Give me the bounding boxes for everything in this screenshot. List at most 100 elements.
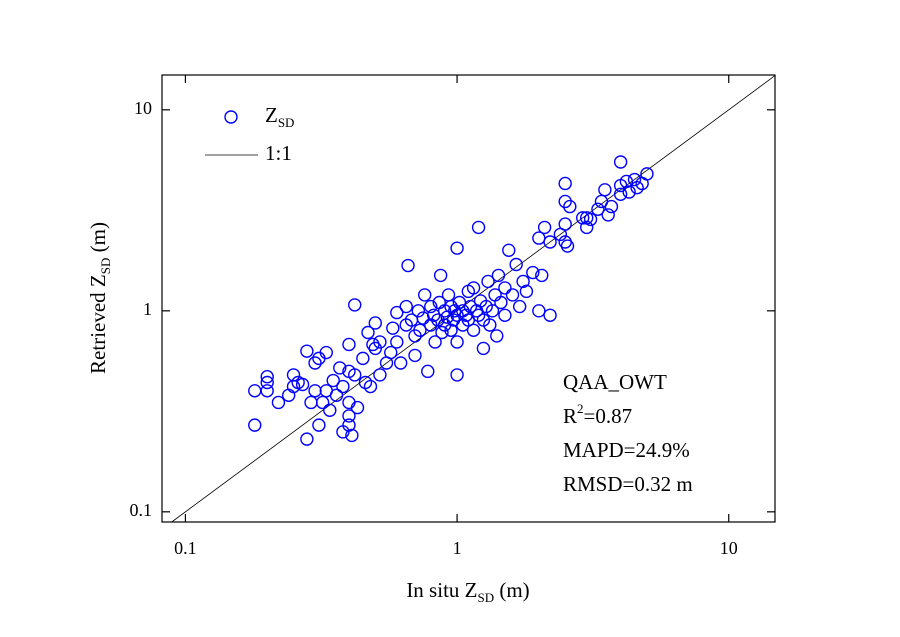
scatter-point xyxy=(329,388,344,402)
legend-label: ZSD xyxy=(265,103,294,131)
scatter-point xyxy=(640,167,654,181)
scatter-point xyxy=(326,373,340,388)
y-label-text: Retrieved Z xyxy=(86,274,110,374)
scatter-point xyxy=(319,345,333,360)
scatter-point xyxy=(622,185,636,199)
scatter-point xyxy=(471,308,486,322)
scatter-point xyxy=(390,335,404,349)
scatter-point xyxy=(476,341,491,356)
scatter-point xyxy=(509,257,523,272)
y-label-sub: SD xyxy=(98,258,113,275)
r2-value: =0.87 xyxy=(584,404,633,428)
scatter-point xyxy=(471,220,486,235)
scatter-point xyxy=(336,379,350,394)
scatter-point xyxy=(519,284,534,299)
scatter-point xyxy=(498,281,512,295)
scatter-point xyxy=(373,335,387,349)
scatter-point xyxy=(424,299,438,314)
scatter-point xyxy=(563,199,577,214)
scatter-point xyxy=(428,335,442,349)
scatter-point xyxy=(384,345,398,360)
scatter-point xyxy=(558,194,572,209)
scatter-point xyxy=(481,274,495,289)
scatter-point xyxy=(543,308,557,322)
scatter-point xyxy=(260,375,274,390)
scatter-point xyxy=(450,241,464,255)
scatter-point xyxy=(604,199,619,214)
scatter-point xyxy=(543,235,557,249)
scatter-point xyxy=(348,298,362,312)
scatter-point xyxy=(342,409,356,423)
scatter-point xyxy=(260,370,274,384)
scatter-point xyxy=(308,356,322,370)
scatter-point xyxy=(498,308,512,322)
scatter-point xyxy=(490,329,504,343)
scatter-point xyxy=(361,325,375,340)
scatter-point xyxy=(601,208,615,222)
scatter-point xyxy=(444,323,458,337)
scatter-point xyxy=(312,418,326,432)
scatter-point xyxy=(424,318,438,332)
scatter-point xyxy=(260,384,274,398)
scatter-point xyxy=(308,384,322,398)
scatter-point xyxy=(560,239,575,253)
legend-sub: SD xyxy=(278,115,295,130)
scatter-point xyxy=(271,395,286,410)
scatter-point xyxy=(494,295,508,310)
scatter-point xyxy=(248,418,262,432)
r2-sup: 2 xyxy=(577,401,584,416)
legend-marker xyxy=(224,110,238,124)
y-tick-label: 10 xyxy=(134,98,152,118)
scatter-point xyxy=(537,220,552,235)
scatter-point xyxy=(386,321,400,335)
scatter-point xyxy=(526,265,540,280)
scatter-point xyxy=(613,155,628,169)
legend-label: 1:1 xyxy=(265,141,292,165)
annotation: RMSD=0.32 m xyxy=(563,472,693,496)
plot-frame xyxy=(161,74,776,523)
scatter-point xyxy=(441,288,456,302)
annotation: MAPD=24.9% xyxy=(563,438,690,462)
scatter-point xyxy=(450,335,464,349)
scatter-point xyxy=(532,304,546,318)
scatter-point xyxy=(579,220,594,235)
scatter-point xyxy=(627,172,642,187)
x-tick-label: 10 xyxy=(720,538,738,558)
scatter-point xyxy=(401,258,415,273)
scatter-point xyxy=(558,176,572,191)
scatter-point xyxy=(483,318,497,332)
scatter-point xyxy=(286,379,301,394)
annotation: QAA_OWT xyxy=(563,370,667,394)
scatter-point xyxy=(466,281,481,295)
scatter-point xyxy=(502,243,516,258)
y-tick-label: 1 xyxy=(143,299,152,319)
y-label-unit: (m) xyxy=(86,222,110,258)
scatter-point xyxy=(399,299,413,314)
scatter-point xyxy=(433,268,448,283)
scatter-point xyxy=(598,183,612,197)
scatter-point xyxy=(300,344,314,358)
scatter-point xyxy=(558,217,572,231)
y-axis-label: Retrieved ZSD (m) xyxy=(86,222,114,374)
scatter-point xyxy=(363,379,378,394)
scatter-point xyxy=(304,395,318,410)
x-label-text: In situ Z xyxy=(406,578,477,602)
r2-text: R xyxy=(563,404,577,428)
scatter-point xyxy=(295,377,310,392)
scatter-point xyxy=(613,187,628,201)
scatter-point xyxy=(323,403,337,417)
scatter-point xyxy=(505,288,520,302)
scatter-point xyxy=(368,316,383,330)
x-label-sub: SD xyxy=(477,590,494,605)
scatter-point xyxy=(393,356,408,370)
scatter-point xyxy=(348,368,362,382)
legend-text: Z xyxy=(265,103,278,127)
scatter-point xyxy=(579,211,594,225)
scatter-point xyxy=(450,368,464,382)
scatter-point xyxy=(390,305,404,320)
scatter-point xyxy=(418,288,432,302)
y-tick-label: 0.1 xyxy=(130,500,153,520)
x-axis-label: In situ ZSD (m) xyxy=(406,578,529,606)
annotation: R2=0.87 xyxy=(563,401,632,427)
scatter-point xyxy=(342,337,356,352)
